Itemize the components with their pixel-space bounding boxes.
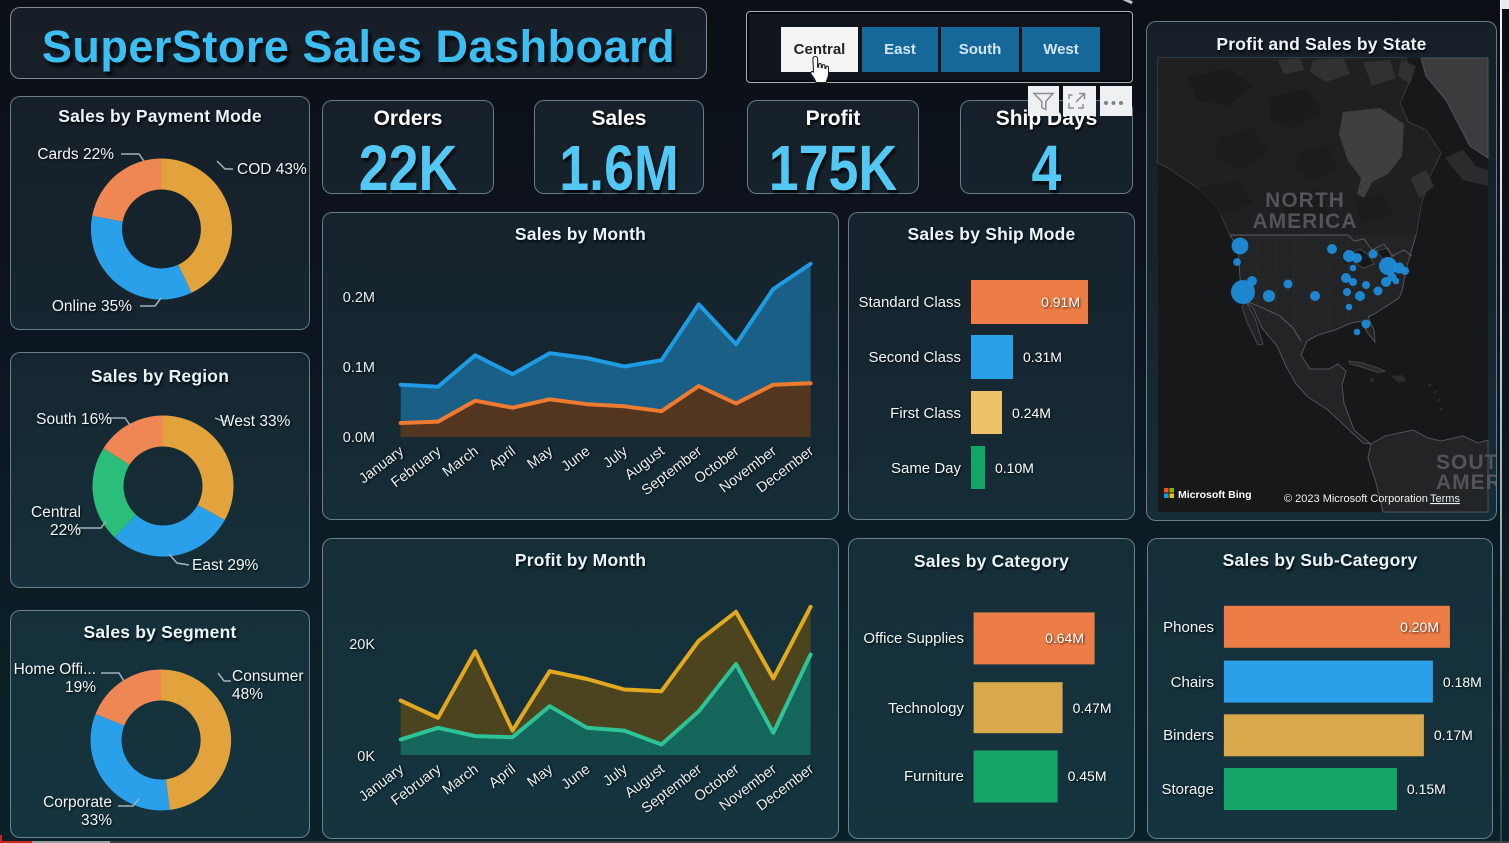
svg-text:0.18M: 0.18M	[1443, 674, 1482, 690]
svg-text:Second Class: Second Class	[868, 349, 961, 366]
svg-text:0.1M: 0.1M	[343, 360, 375, 376]
svg-text:March: March	[440, 761, 482, 798]
svg-text:Furniture: Furniture	[904, 768, 964, 785]
svg-text:Standard Class: Standard Class	[858, 294, 961, 311]
svg-text:AMERICA: AMERICA	[1253, 210, 1358, 233]
svg-text:June: June	[559, 761, 594, 793]
svg-text:0.20M: 0.20M	[1400, 619, 1439, 635]
svg-text:0K: 0K	[357, 749, 375, 765]
svg-text:Same Day: Same Day	[891, 460, 962, 477]
svg-text:© 2023 Microsoft Corporation: © 2023 Microsoft Corporation	[1284, 493, 1428, 505]
svg-text:0.91M: 0.91M	[1041, 294, 1080, 310]
svg-text:April: April	[486, 443, 519, 473]
svg-text:Phones: Phones	[1163, 619, 1214, 636]
svg-text:Office Supplies: Office Supplies	[863, 630, 964, 647]
svg-text:0.64M: 0.64M	[1045, 630, 1084, 646]
svg-text:Storage: Storage	[1161, 781, 1214, 798]
svg-text:0.15M: 0.15M	[1407, 781, 1446, 797]
svg-text:Terms: Terms	[1430, 493, 1460, 505]
svg-text:First Class: First Class	[890, 405, 961, 422]
svg-text:May: May	[525, 761, 557, 791]
svg-text:SOUTH: SOUTH	[1436, 451, 1497, 474]
svg-text:Binders: Binders	[1163, 727, 1214, 744]
svg-text:0.31M: 0.31M	[1023, 349, 1062, 365]
svg-text:May: May	[525, 443, 557, 473]
svg-text:0.47M: 0.47M	[1073, 700, 1112, 716]
svg-text:0.2M: 0.2M	[343, 290, 375, 306]
svg-text:Technology: Technology	[888, 700, 964, 717]
svg-text:0.45M: 0.45M	[1068, 768, 1107, 784]
svg-text:0.10M: 0.10M	[995, 460, 1034, 476]
svg-text:March: March	[440, 443, 482, 480]
svg-text:NORTH: NORTH	[1265, 189, 1345, 212]
svg-text:0.0M: 0.0M	[343, 430, 375, 446]
svg-text:AMERICA: AMERICA	[1436, 471, 1497, 494]
svg-text:Microsoft Bing: Microsoft Bing	[1178, 489, 1252, 501]
svg-text:20K: 20K	[349, 637, 375, 653]
svg-text:0.17M: 0.17M	[1434, 727, 1473, 743]
svg-text:June: June	[559, 443, 594, 475]
svg-text:Chairs: Chairs	[1171, 674, 1214, 691]
svg-text:0.24M: 0.24M	[1012, 405, 1051, 421]
svg-text:April: April	[486, 761, 519, 791]
